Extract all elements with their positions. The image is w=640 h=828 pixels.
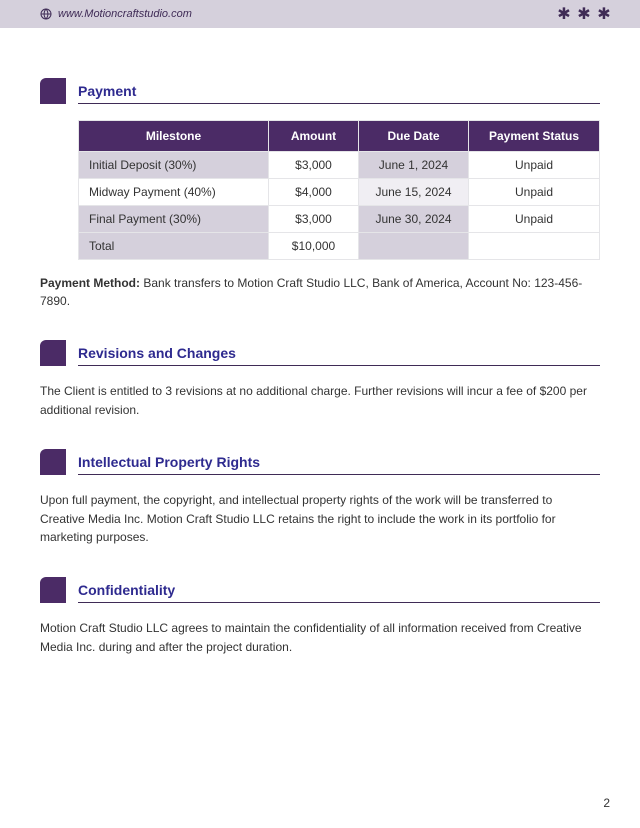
section-ip: Intellectual Property Rights Upon full p… (40, 449, 600, 547)
cell-due: June 1, 2024 (359, 152, 469, 179)
col-status: Payment Status (469, 121, 600, 152)
section-tab-icon (40, 78, 66, 104)
section-title: Intellectual Property Rights (78, 454, 260, 470)
cell-status: Unpaid (469, 179, 600, 206)
section-underline (78, 103, 600, 104)
col-milestone: Milestone (79, 121, 269, 152)
section-payment: Payment Milestone Amount Due Date Paymen… (40, 78, 600, 310)
cell-status: Unpaid (469, 206, 600, 233)
cell-amount: $10,000 (269, 233, 359, 260)
section-underline (78, 602, 600, 603)
col-due-date: Due Date (359, 121, 469, 152)
payment-table: Milestone Amount Due Date Payment Status… (78, 120, 600, 260)
section-title: Revisions and Changes (78, 345, 236, 361)
decor-dot-icon: ✱ (598, 8, 610, 20)
decor-dot-icon: ✱ (558, 8, 570, 20)
cell-amount: $4,000 (269, 179, 359, 206)
cell-status (469, 233, 600, 260)
section-underline (78, 365, 600, 366)
cell-due: June 15, 2024 (359, 179, 469, 206)
page-number: 2 (603, 796, 610, 810)
section-tab-icon (40, 449, 66, 475)
payment-method-line: Payment Method: Bank transfers to Motion… (40, 274, 600, 310)
cell-milestone: Midway Payment (40%) (79, 179, 269, 206)
table-row: Midway Payment (40%) $4,000 June 15, 202… (79, 179, 600, 206)
section-header: Confidentiality (40, 577, 600, 603)
revisions-body: The Client is entitled to 3 revisions at… (40, 382, 600, 419)
section-header: Revisions and Changes (40, 340, 600, 366)
payment-table-wrap: Milestone Amount Due Date Payment Status… (40, 120, 600, 260)
col-amount: Amount (269, 121, 359, 152)
table-row: Final Payment (30%) $3,000 June 30, 2024… (79, 206, 600, 233)
section-tab-icon (40, 577, 66, 603)
page-content: Payment Milestone Amount Due Date Paymen… (0, 28, 640, 656)
section-confidentiality: Confidentiality Motion Craft Studio LLC … (40, 577, 600, 656)
cell-due: June 30, 2024 (359, 206, 469, 233)
header-url: www.Motioncraftstudio.com (58, 8, 192, 20)
table-row: Initial Deposit (30%) $3,000 June 1, 202… (79, 152, 600, 179)
section-underline (78, 474, 600, 475)
cell-milestone: Final Payment (30%) (79, 206, 269, 233)
section-tab-icon (40, 340, 66, 366)
cell-status: Unpaid (469, 152, 600, 179)
header-url-wrap: www.Motioncraftstudio.com (40, 8, 192, 20)
section-title: Payment (78, 83, 136, 99)
table-header-row: Milestone Amount Due Date Payment Status (79, 121, 600, 152)
cell-milestone: Total (79, 233, 269, 260)
table-row-total: Total $10,000 (79, 233, 600, 260)
cell-milestone: Initial Deposit (30%) (79, 152, 269, 179)
section-revisions: Revisions and Changes The Client is enti… (40, 340, 600, 419)
cell-due (359, 233, 469, 260)
section-title: Confidentiality (78, 582, 175, 598)
page-header: www.Motioncraftstudio.com ✱ ✱ ✱ (0, 0, 640, 28)
globe-icon (40, 8, 52, 20)
section-header: Intellectual Property Rights (40, 449, 600, 475)
cell-amount: $3,000 (269, 206, 359, 233)
cell-amount: $3,000 (269, 152, 359, 179)
ip-body: Upon full payment, the copyright, and in… (40, 491, 600, 547)
confidentiality-body: Motion Craft Studio LLC agrees to mainta… (40, 619, 600, 656)
payment-method-label: Payment Method: (40, 276, 140, 290)
section-header: Payment (40, 78, 600, 104)
decor-dot-icon: ✱ (578, 8, 590, 20)
header-decor-dots: ✱ ✱ ✱ (558, 8, 610, 20)
